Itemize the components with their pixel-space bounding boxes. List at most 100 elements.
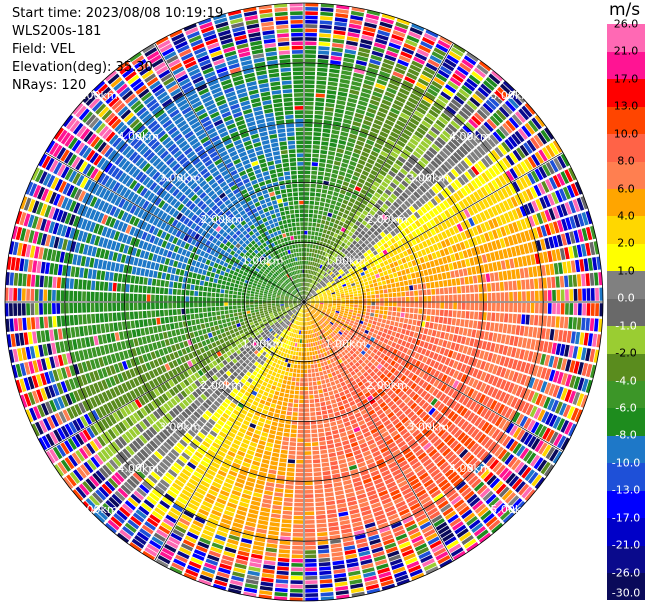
velocity-gate bbox=[444, 287, 449, 295]
velocity-gate bbox=[324, 314, 329, 318]
velocity-gate bbox=[336, 281, 341, 285]
velocity-gate bbox=[585, 273, 590, 286]
velocity-gate bbox=[491, 217, 499, 228]
velocity-gate bbox=[375, 38, 388, 45]
velocity-gate bbox=[351, 342, 356, 347]
velocity-gate bbox=[372, 181, 380, 188]
velocity-gate bbox=[442, 340, 448, 348]
velocity-gate bbox=[361, 87, 372, 95]
velocity-gate bbox=[282, 441, 289, 446]
velocity-gate bbox=[309, 334, 312, 339]
velocity-gate bbox=[314, 295, 318, 298]
velocity-gate bbox=[565, 289, 569, 301]
velocity-gate bbox=[305, 295, 307, 300]
velocity-gate bbox=[572, 147, 582, 161]
velocity-gate bbox=[536, 212, 544, 225]
velocity-gate bbox=[444, 238, 451, 247]
velocity-gate bbox=[384, 119, 395, 127]
velocity-gate bbox=[500, 334, 506, 344]
velocity-gate bbox=[275, 435, 283, 441]
velocity-gate bbox=[406, 324, 412, 330]
velocity-gate bbox=[306, 297, 310, 301]
velocity-gate bbox=[549, 142, 559, 156]
velocity-gate bbox=[502, 270, 508, 281]
velocity-gate bbox=[310, 407, 316, 412]
velocity-gate bbox=[539, 197, 547, 209]
velocity-gate bbox=[486, 50, 500, 62]
velocity-gate bbox=[437, 403, 445, 412]
velocity-gate bbox=[389, 335, 395, 342]
velocity-gate bbox=[289, 394, 294, 399]
velocity-gate bbox=[333, 366, 338, 371]
velocity-gate bbox=[344, 308, 349, 312]
velocity-gate bbox=[304, 481, 313, 486]
velocity-gate bbox=[526, 452, 537, 465]
velocity-gate bbox=[496, 261, 502, 271]
velocity-gate bbox=[498, 159, 508, 171]
velocity-gate bbox=[333, 573, 347, 579]
velocity-gate bbox=[416, 106, 427, 115]
velocity-gate bbox=[443, 317, 448, 324]
velocity-gate bbox=[357, 310, 362, 314]
velocity-gate bbox=[534, 290, 539, 301]
velocity-gate bbox=[459, 32, 473, 43]
velocity-gate bbox=[314, 110, 324, 115]
velocity-gate bbox=[314, 201, 320, 206]
velocity-gate bbox=[339, 135, 348, 141]
velocity-gate bbox=[343, 277, 349, 281]
velocity-gate bbox=[299, 347, 302, 352]
velocity-gate bbox=[307, 356, 310, 361]
velocity-gate bbox=[582, 412, 592, 427]
velocity-gate bbox=[394, 175, 403, 183]
velocity-gate bbox=[288, 454, 296, 460]
velocity-gate bbox=[447, 123, 458, 133]
velocity-gate bbox=[322, 293, 327, 296]
velocity-gate bbox=[397, 271, 402, 277]
velocity-gate bbox=[543, 195, 551, 208]
velocity-gate bbox=[564, 421, 574, 435]
velocity-gate bbox=[507, 210, 515, 222]
velocity-gate bbox=[402, 323, 408, 329]
velocity-gate bbox=[401, 302, 406, 307]
velocity-gate bbox=[474, 311, 479, 320]
velocity-gate bbox=[375, 290, 380, 295]
velocity-gate bbox=[341, 297, 345, 300]
velocity-gate bbox=[357, 136, 366, 143]
velocity-gate bbox=[304, 369, 308, 374]
velocity-gate bbox=[341, 300, 346, 302]
velocity-gate bbox=[324, 427, 331, 432]
velocity-gate bbox=[306, 339, 309, 343]
velocity-gate bbox=[456, 372, 464, 381]
velocity-gate bbox=[511, 269, 516, 280]
velocity-gate bbox=[442, 61, 455, 72]
velocity-gate bbox=[304, 373, 308, 378]
velocity-gate bbox=[315, 407, 321, 412]
velocity-gate bbox=[514, 461, 525, 474]
velocity-gate bbox=[413, 265, 419, 272]
velocity-gate bbox=[327, 155, 335, 160]
velocity-gate bbox=[327, 386, 333, 392]
velocity-gate bbox=[448, 302, 453, 310]
velocity-gate bbox=[329, 279, 334, 283]
velocity-gate bbox=[309, 403, 315, 408]
velocity-gate bbox=[352, 76, 363, 83]
velocity-gate bbox=[402, 385, 410, 393]
velocity-gate bbox=[469, 311, 474, 320]
velocity-gate bbox=[354, 186, 362, 192]
velocity-gate bbox=[356, 371, 363, 377]
velocity-gate bbox=[319, 297, 324, 299]
velocity-gate bbox=[476, 484, 488, 495]
velocity-gate bbox=[494, 146, 504, 158]
velocity-gate bbox=[280, 370, 286, 375]
velocity-gate bbox=[413, 314, 418, 320]
velocity-gate bbox=[472, 368, 479, 378]
velocity-gate bbox=[579, 428, 589, 443]
velocity-gate bbox=[387, 196, 395, 204]
velocity-gate bbox=[421, 36, 435, 46]
velocity-gate bbox=[437, 428, 446, 437]
velocity-gate bbox=[479, 234, 487, 244]
velocity-gate bbox=[327, 276, 332, 280]
velocity-gate bbox=[433, 400, 442, 409]
velocity-gate bbox=[371, 216, 378, 223]
velocity-gate bbox=[458, 394, 466, 404]
